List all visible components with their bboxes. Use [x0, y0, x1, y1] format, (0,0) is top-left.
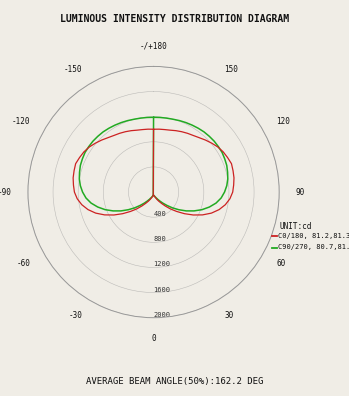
- Text: -/+180: -/+180: [140, 41, 168, 50]
- Text: 60: 60: [276, 259, 286, 268]
- Text: LUMINOUS INTENSITY DISTRIBUTION DIAGRAM: LUMINOUS INTENSITY DISTRIBUTION DIAGRAM: [60, 14, 289, 24]
- Text: -60: -60: [17, 259, 31, 268]
- Text: -120: -120: [12, 116, 31, 126]
- Text: 120: 120: [276, 116, 290, 126]
- Text: 0: 0: [151, 334, 156, 343]
- Text: 90: 90: [296, 188, 305, 196]
- Text: AVERAGE BEAM ANGLE(50%):162.2 DEG: AVERAGE BEAM ANGLE(50%):162.2 DEG: [86, 377, 263, 386]
- Text: 150: 150: [224, 65, 238, 74]
- Text: UNIT:cd: UNIT:cd: [279, 222, 312, 231]
- Text: -150: -150: [64, 65, 83, 74]
- Text: -90: -90: [0, 188, 12, 196]
- Text: 30: 30: [224, 310, 234, 320]
- Text: C0/180, 81.2,81.3: C0/180, 81.2,81.3: [278, 232, 349, 239]
- Text: -30: -30: [69, 310, 83, 320]
- Text: C90/270, 80.7,81.1: C90/270, 80.7,81.1: [278, 244, 349, 251]
